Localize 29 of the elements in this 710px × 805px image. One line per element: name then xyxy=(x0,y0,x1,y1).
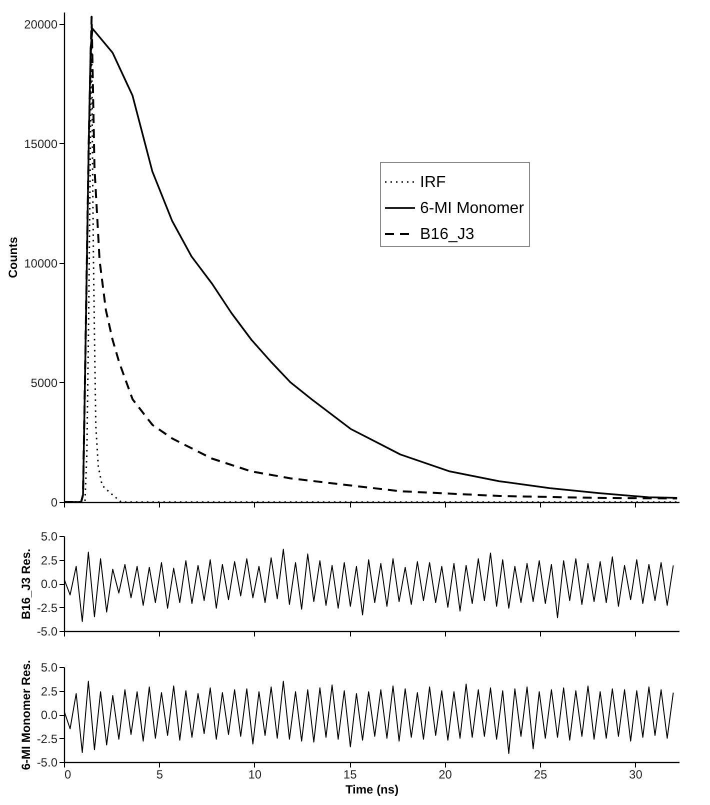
y-tick-label: 10000 xyxy=(24,256,58,270)
x-axis-title: Time (ns) xyxy=(345,782,399,796)
y-tick-label: -2.5 xyxy=(36,732,58,746)
x-tick-label: 25 xyxy=(534,768,548,782)
x-tick-label: 10 xyxy=(248,768,262,782)
x-tick-label: 5 xyxy=(156,768,164,782)
y-tick-label: 2.5 xyxy=(40,553,58,568)
y-tick-label: 5.0 xyxy=(40,530,58,544)
x-tick-label: 30 xyxy=(629,768,643,782)
y-tick-label: 5.0 xyxy=(40,660,58,674)
y-tick-label: 0.0 xyxy=(40,577,58,591)
y-axis-title: 6-MI Monomer Res. xyxy=(18,660,33,770)
y-tick-label: -2.5 xyxy=(36,600,58,615)
y-tick-label: 2.5 xyxy=(40,684,58,698)
y-tick-label: 0.0 xyxy=(40,708,58,722)
y-tick-label: 5000 xyxy=(30,376,58,390)
legend-label: B16_J3 xyxy=(420,226,474,243)
y-tick-label: -5.0 xyxy=(36,624,58,638)
y-tick-label: 15000 xyxy=(24,136,58,151)
x-tick-label: 0 xyxy=(64,768,72,782)
y-tick-label: 0 xyxy=(50,496,58,510)
x-tick-label: 15 xyxy=(343,768,358,782)
y-tick-label: 20000 xyxy=(24,17,58,32)
x-tick-label: 20 xyxy=(438,768,452,782)
legend-label: 6-MI Monomer xyxy=(420,200,525,217)
y-axis-title: Counts xyxy=(6,236,20,278)
legend-label: IRF xyxy=(420,174,446,191)
y-axis-title: B16_J3 Res. xyxy=(18,548,33,620)
y-tick-label: -5.0 xyxy=(36,756,58,770)
